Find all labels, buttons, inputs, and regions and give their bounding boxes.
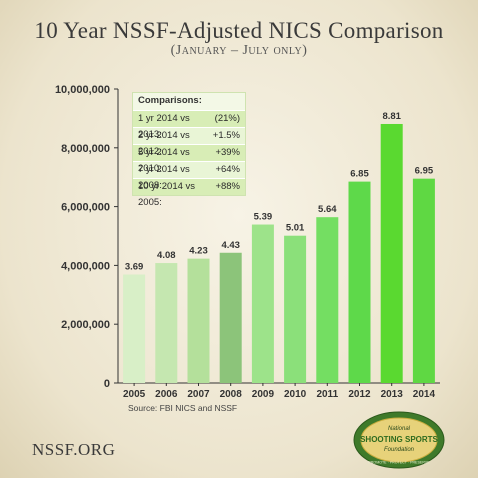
comparison-label: 1 yr 2014 vs 2013: bbox=[138, 113, 190, 140]
x-tick-label: 2012 bbox=[348, 389, 371, 400]
data-label: 4.23 bbox=[189, 246, 208, 257]
y-tick-label: 6,000,000 bbox=[61, 202, 110, 214]
x-tick-label: 2009 bbox=[252, 389, 275, 400]
comparison-row: 10 yr 2014 vs 2005: +88% bbox=[133, 178, 245, 208]
comparison-row: 5 yr 2014 vs 2010: +39% bbox=[133, 144, 245, 174]
bar bbox=[380, 123, 403, 384]
data-label: 5.39 bbox=[254, 212, 273, 223]
bar bbox=[348, 181, 371, 383]
bar bbox=[219, 252, 242, 383]
data-label: 4.43 bbox=[221, 240, 240, 251]
comparison-label: 10 yr 2014 vs 2005: bbox=[138, 181, 196, 208]
comparison-value: +39% bbox=[215, 147, 240, 158]
comparison-value: +64% bbox=[215, 164, 240, 175]
comparison-row: 1 yr 2014 vs 2013: (21%) bbox=[133, 110, 245, 140]
logo-text-top: National bbox=[388, 426, 411, 432]
x-tick-label: 2013 bbox=[381, 389, 404, 400]
logo-text-bottom: Foundation bbox=[384, 447, 415, 453]
data-label: 3.69 bbox=[125, 262, 144, 273]
bar bbox=[251, 224, 274, 383]
data-label: 4.08 bbox=[157, 250, 176, 261]
x-tick-label: 2014 bbox=[413, 389, 436, 400]
comparison-value: +1.5% bbox=[212, 130, 240, 141]
chart-subtitle: (January – July only) bbox=[170, 43, 308, 58]
comparisons-box: Comparisons: 1 yr 2014 vs 2013: (21%) 2 … bbox=[132, 92, 246, 208]
data-label: 8.81 bbox=[382, 111, 401, 122]
comparison-row: 7 yr 2014 vs 2008: +64% bbox=[133, 161, 245, 191]
y-tick-label: 2,000,000 bbox=[61, 319, 110, 331]
bar bbox=[412, 178, 435, 383]
x-tick-label: 2008 bbox=[220, 389, 243, 400]
bar bbox=[284, 235, 307, 383]
x-tick-label: 2010 bbox=[284, 389, 307, 400]
source-note: Source: FBI NICS and NSSF bbox=[128, 403, 238, 413]
chart-title: 10 Year NSSF-Adjusted NICS Comparison bbox=[34, 18, 444, 43]
data-label: 5.64 bbox=[318, 204, 337, 215]
y-tick-label: 0 bbox=[104, 378, 110, 390]
x-tick-label: 2007 bbox=[187, 389, 210, 400]
y-tick-label: 4,000,000 bbox=[61, 260, 110, 272]
bar bbox=[155, 263, 178, 383]
comparison-label: 5 yr 2014 vs 2010: bbox=[138, 147, 190, 174]
comparisons-list: 1 yr 2014 vs 2013: (21%) 2 yr 2014 vs 20… bbox=[133, 110, 245, 208]
comparison-value: (21%) bbox=[214, 113, 240, 124]
y-tick-label: 8,000,000 bbox=[61, 143, 110, 155]
y-tick-label: 10,000,000 bbox=[55, 84, 110, 96]
x-tick-label: 2011 bbox=[316, 389, 338, 400]
x-tick-label: 2005 bbox=[123, 389, 146, 400]
site-url: NSSF.ORG bbox=[32, 440, 116, 459]
comparison-row: 2 yr 2014 vs 2012: +1.5% bbox=[133, 127, 245, 157]
comparison-value: +88% bbox=[215, 181, 240, 192]
logo-text-main: SHOOTING SPORTS bbox=[360, 435, 438, 444]
x-tick-label: 2006 bbox=[155, 389, 178, 400]
logo-ring-text: PROMOTE · PROTECT · PRESERVE bbox=[368, 461, 430, 465]
bar bbox=[123, 274, 146, 383]
bar bbox=[316, 217, 339, 383]
comparison-label: 2 yr 2014 vs 2012: bbox=[138, 130, 190, 157]
nssf-logo: National SHOOTING SPORTS Foundation PROM… bbox=[353, 411, 445, 469]
comparisons-heading: Comparisons: bbox=[138, 95, 202, 106]
data-label: 5.01 bbox=[286, 223, 305, 234]
comparison-label: 7 yr 2014 vs 2008: bbox=[138, 164, 190, 191]
data-label: 6.85 bbox=[350, 169, 369, 180]
bar bbox=[187, 258, 210, 383]
data-label: 6.95 bbox=[415, 166, 434, 177]
